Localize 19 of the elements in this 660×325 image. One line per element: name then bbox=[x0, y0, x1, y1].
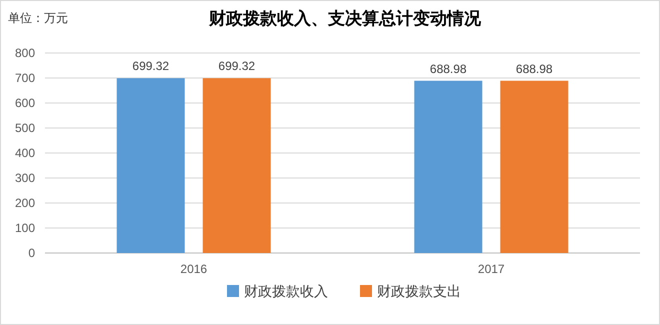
data-label: 688.98 bbox=[516, 62, 553, 76]
y-tick-label: 700 bbox=[14, 71, 36, 85]
y-tick-label: 800 bbox=[14, 46, 36, 60]
x-tick-label: 2016 bbox=[180, 262, 208, 276]
y-tick-label: 300 bbox=[14, 171, 36, 185]
y-tick-label: 600 bbox=[14, 96, 36, 110]
y-tick-label: 400 bbox=[14, 146, 36, 160]
y-tick-label: 0 bbox=[28, 246, 36, 260]
legend-label: 财政拨款支出 bbox=[377, 283, 461, 299]
text: 单位：万元 bbox=[8, 11, 68, 25]
chart-title: 财政拨款收入、支决算总计变动情况 bbox=[208, 9, 482, 28]
y-tick-label: 100 bbox=[14, 221, 36, 235]
data-label: 688.98 bbox=[430, 62, 467, 76]
x-tick-label: 2017 bbox=[478, 262, 505, 276]
y-tick-label: 500 bbox=[14, 121, 36, 135]
legend-label: 财政拨款收入 bbox=[244, 283, 328, 299]
data-label: 699.32 bbox=[132, 59, 170, 74]
data-label: 699.32 bbox=[218, 59, 256, 74]
y-tick-label: 200 bbox=[14, 196, 36, 210]
